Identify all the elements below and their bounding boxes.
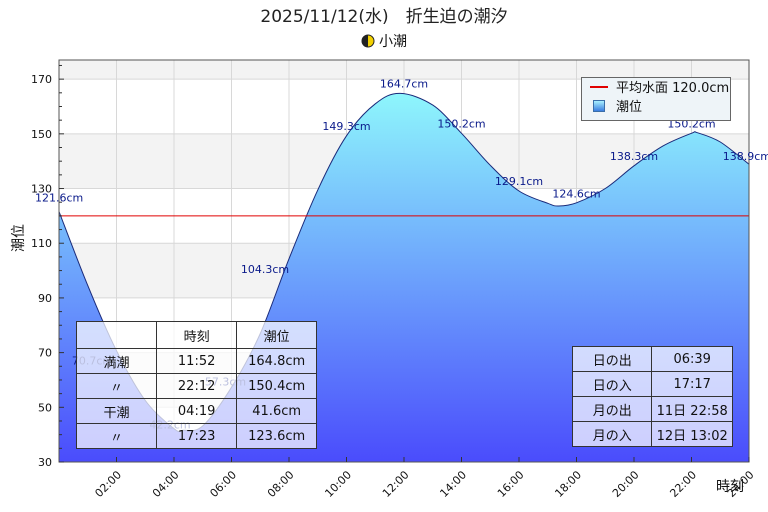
table-row: 干潮 04:19 41.6cm bbox=[76, 398, 317, 424]
x-axis-label: 時刻 bbox=[716, 479, 744, 495]
table-header-row: 時刻 潮位 bbox=[76, 321, 317, 349]
data-label: 149.3cm bbox=[322, 120, 370, 133]
tide-level: 164.8cm bbox=[236, 348, 317, 374]
x-tick-label: 06:00 bbox=[207, 468, 239, 500]
tide-kind: 満潮 bbox=[76, 348, 157, 374]
x-tick-label: 04:00 bbox=[150, 468, 182, 500]
x-tick-label: 08:00 bbox=[265, 468, 297, 500]
legend-label: 平均水面 120.0cm bbox=[616, 81, 730, 96]
x-tick-label: 16:00 bbox=[495, 468, 527, 500]
legend-item-mean-level: 平均水面 120.0cm bbox=[590, 80, 729, 98]
tide-time: 04:19 bbox=[155, 398, 238, 424]
tide-type-text: 小潮 bbox=[379, 34, 407, 50]
x-tick-label: 12:00 bbox=[380, 468, 412, 500]
x-tick-label: 22:00 bbox=[667, 468, 699, 500]
tide-level: 41.6cm bbox=[236, 398, 317, 424]
tide-level: 150.4cm bbox=[236, 373, 317, 399]
tide-type-label: 小潮 bbox=[0, 31, 768, 51]
x-tick-label: 18:00 bbox=[552, 468, 584, 500]
event-time: 17:17 bbox=[651, 371, 733, 397]
sun-moon-table: 日の出 06:39 日の入 17:17 月の出 11日 22:58 月の入 12… bbox=[571, 346, 733, 447]
table-row: 月の入 12日 13:02 bbox=[571, 421, 733, 447]
y-tick-label: 110 bbox=[31, 237, 52, 250]
table-header: 時刻 bbox=[155, 321, 238, 349]
table-header bbox=[76, 321, 157, 349]
data-label: 121.6cm bbox=[35, 192, 83, 205]
half-moon-icon bbox=[361, 34, 375, 48]
y-tick-label: 130 bbox=[31, 183, 52, 196]
data-label: 138.9cm bbox=[723, 150, 768, 163]
y-tick-label: 150 bbox=[31, 128, 52, 141]
data-label: 129.1cm bbox=[495, 175, 543, 188]
y-tick-label: 170 bbox=[31, 73, 52, 86]
y-tick-label: 30 bbox=[38, 456, 52, 469]
table-row: 日の出 06:39 bbox=[571, 346, 733, 372]
event-time: 12日 13:02 bbox=[651, 421, 733, 447]
data-label: 150.2cm bbox=[437, 117, 485, 130]
red-line-swatch bbox=[590, 86, 608, 88]
table-row: 満潮 11:52 164.8cm bbox=[76, 348, 317, 374]
x-tick-label: 10:00 bbox=[322, 468, 354, 500]
data-label: 104.3cm bbox=[241, 263, 289, 276]
x-tick-label: 02:00 bbox=[92, 468, 124, 500]
x-tick-label: 14:00 bbox=[437, 468, 469, 500]
event-name: 日の出 bbox=[571, 346, 653, 372]
tide-table: 時刻 潮位 満潮 11:52 164.8cm 〃 22:12 150.4cm 干… bbox=[76, 321, 317, 449]
tide-time: 22:12 bbox=[155, 373, 238, 399]
data-label: 164.7cm bbox=[380, 78, 428, 91]
table-row: 月の出 11日 22:58 bbox=[571, 396, 733, 422]
y-tick-label: 90 bbox=[38, 292, 52, 305]
table-row: 〃 22:12 150.4cm bbox=[76, 373, 317, 399]
tide-kind: 干潮 bbox=[76, 398, 157, 424]
event-name: 日の入 bbox=[571, 371, 653, 397]
x-tick-label: 20:00 bbox=[610, 468, 642, 500]
tide-time: 17:23 bbox=[155, 423, 238, 449]
event-name: 月の入 bbox=[571, 421, 653, 447]
y-axis-label: 潮位 bbox=[11, 224, 27, 252]
table-header: 潮位 bbox=[236, 321, 317, 349]
tide-time: 11:52 bbox=[155, 348, 238, 374]
y-tick-label: 70 bbox=[38, 347, 52, 360]
y-tick-label: 50 bbox=[38, 401, 52, 414]
data-label: 124.6cm bbox=[552, 187, 600, 200]
chart-legend: 平均水面 120.0cm 潮位 bbox=[581, 77, 731, 121]
legend-label: 潮位 bbox=[616, 100, 643, 115]
tide-level: 123.6cm bbox=[236, 423, 317, 449]
table-row: 〃 17:23 123.6cm bbox=[76, 423, 317, 449]
page-title: 2025/11/12(水) 折生迫の潮汐 bbox=[260, 7, 508, 27]
tide-kind: 〃 bbox=[76, 373, 157, 399]
table-row: 日の入 17:17 bbox=[571, 371, 733, 397]
event-time: 06:39 bbox=[651, 346, 733, 372]
legend-item-tide-level: 潮位 bbox=[590, 99, 642, 117]
tide-kind: 〃 bbox=[76, 423, 157, 449]
data-label: 138.3cm bbox=[610, 150, 658, 163]
event-time: 11日 22:58 bbox=[651, 396, 733, 422]
event-name: 月の出 bbox=[571, 396, 653, 422]
gradient-swatch bbox=[593, 100, 605, 112]
